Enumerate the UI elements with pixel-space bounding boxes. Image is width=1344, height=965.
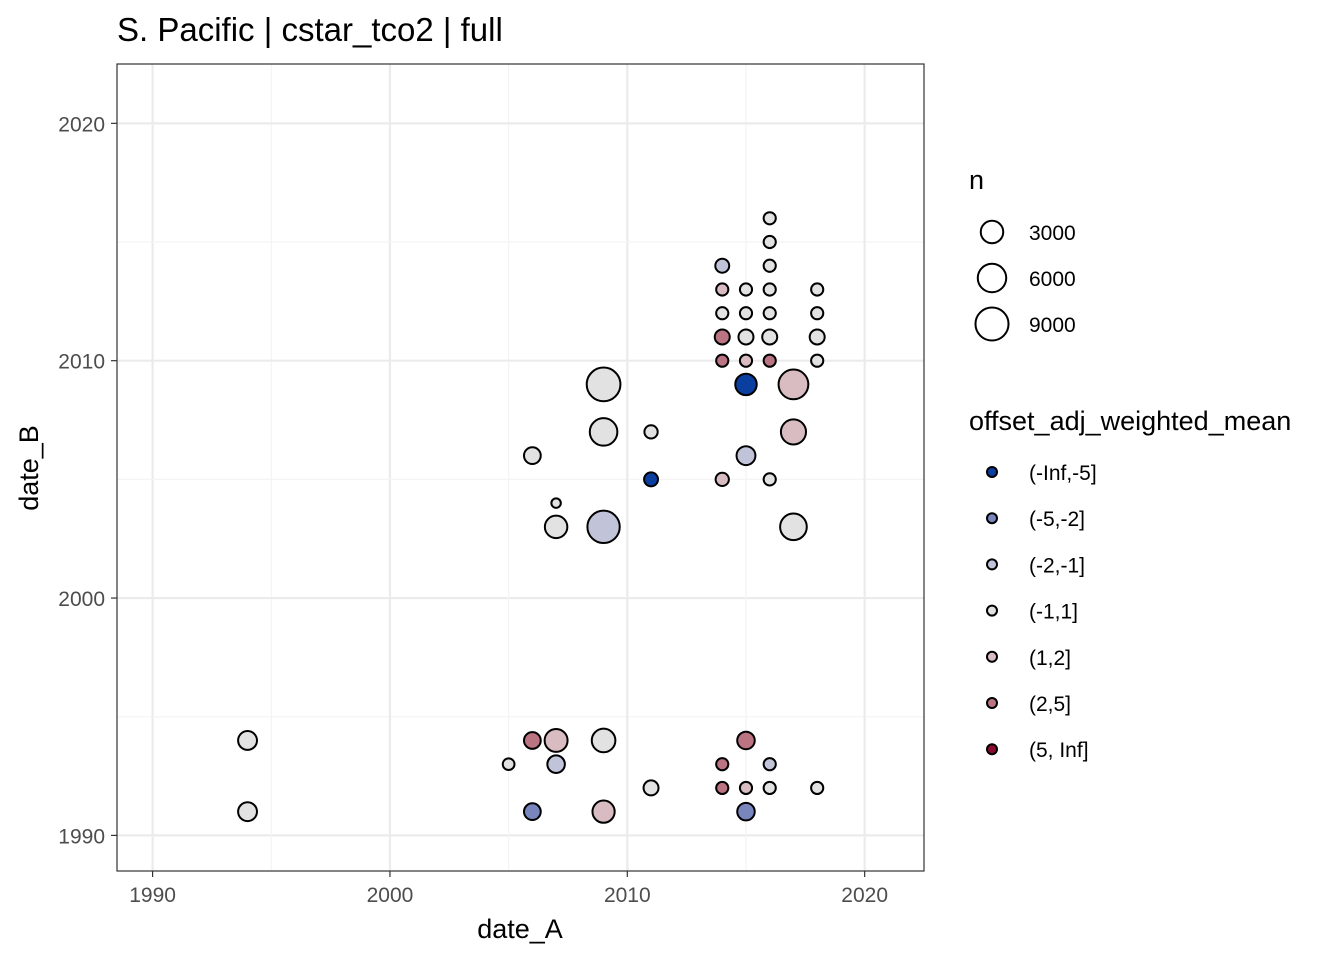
data-point	[738, 353, 754, 368]
data-point	[501, 757, 516, 772]
data-point	[777, 368, 810, 401]
color-legend-label: (2,5]	[1029, 693, 1071, 716]
color-legend-title: offset_adj_weighted_mean	[969, 406, 1291, 436]
data-point	[522, 446, 542, 466]
data-point	[715, 757, 730, 772]
data-point	[736, 730, 756, 751]
size-legend-key	[976, 262, 1008, 294]
data-point	[715, 306, 730, 321]
size-legend-title: n	[969, 165, 984, 195]
size-legend-key	[974, 306, 1010, 342]
size-legend-label: 3000	[1029, 222, 1076, 245]
y-tick-label: 2010	[58, 351, 105, 374]
data-point	[550, 497, 562, 509]
color-legend-key	[986, 466, 998, 478]
data-point	[761, 328, 779, 346]
data-point	[810, 353, 825, 368]
data-point	[779, 418, 808, 446]
data-point	[762, 306, 777, 321]
x-axis-label: date_A	[477, 914, 563, 944]
color-legend-key	[986, 558, 998, 571]
y-tick-label: 1990	[58, 825, 105, 848]
data-point	[522, 731, 542, 750]
chart-title: S. Pacific | cstar_tco2 | full	[117, 11, 503, 48]
color-legend-label: (-1,1]	[1029, 601, 1078, 624]
data-point	[762, 780, 777, 796]
data-point	[714, 471, 730, 488]
data-point	[585, 366, 622, 403]
data-point	[714, 257, 731, 274]
data-point	[713, 328, 731, 346]
plot-panel	[117, 64, 924, 871]
data-point	[586, 509, 621, 545]
data-point	[715, 353, 730, 368]
data-point	[543, 514, 569, 540]
data-point	[810, 780, 825, 796]
x-tick-label: 2010	[604, 884, 651, 907]
data-point	[642, 779, 660, 797]
data-point	[738, 780, 754, 796]
data-point	[643, 424, 659, 440]
color-legend-label: (-5,-2]	[1029, 508, 1085, 531]
data-point	[590, 727, 617, 754]
data-point	[762, 282, 777, 297]
data-point	[810, 282, 825, 297]
data-point	[738, 282, 754, 297]
data-point	[737, 328, 755, 346]
size-legend-label: 9000	[1029, 314, 1076, 337]
data-point	[762, 234, 777, 250]
y-tick-label: 2020	[58, 113, 105, 136]
data-point	[736, 801, 756, 822]
x-tick-label: 2020	[841, 884, 888, 907]
color-legend-label: (5, Inf]	[1029, 739, 1089, 762]
data-point	[808, 328, 826, 346]
color-legend-key	[986, 650, 998, 663]
data-point	[762, 353, 777, 368]
panel-border	[116, 63, 925, 872]
data-point	[762, 258, 777, 273]
data-point	[643, 471, 659, 488]
data-point	[237, 801, 258, 823]
data-point	[762, 211, 777, 226]
data-point	[588, 417, 619, 447]
data-point	[735, 445, 757, 467]
size-legend-key	[979, 219, 1005, 245]
data-point	[734, 372, 758, 397]
data-point	[762, 472, 777, 487]
data-point	[546, 754, 566, 774]
data-point	[237, 730, 258, 751]
x-tick-label: 1990	[129, 884, 176, 907]
data-point	[779, 512, 808, 542]
color-legend-key	[986, 512, 998, 525]
data-point	[543, 727, 569, 753]
y-tick-label: 2000	[58, 588, 105, 611]
y-axis-label: date_B	[14, 425, 44, 511]
data-point	[715, 780, 730, 796]
data-point	[738, 306, 754, 321]
data-point	[810, 306, 825, 321]
color-legend-label: (-2,-1]	[1029, 554, 1085, 577]
data-point	[715, 282, 730, 297]
color-legend-key	[986, 604, 998, 617]
color-legend-label: (-Inf,-5]	[1029, 462, 1097, 485]
data-point	[522, 802, 542, 822]
data-point	[591, 799, 616, 824]
x-tick-label: 2000	[367, 884, 414, 907]
data-point	[762, 757, 777, 772]
color-legend-label: (1,2]	[1029, 647, 1071, 670]
size-legend-label: 6000	[1029, 268, 1076, 291]
color-legend-key	[986, 743, 998, 756]
color-legend-key	[986, 697, 998, 709]
